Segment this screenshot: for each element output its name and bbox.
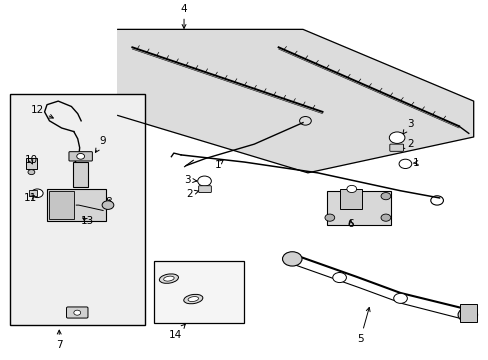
Circle shape xyxy=(388,132,404,143)
Circle shape xyxy=(380,193,390,200)
Ellipse shape xyxy=(159,274,178,283)
Circle shape xyxy=(332,273,346,283)
Bar xyxy=(459,304,476,321)
Text: 5: 5 xyxy=(357,307,369,343)
Bar xyxy=(47,189,105,221)
Text: 10: 10 xyxy=(24,155,38,165)
Circle shape xyxy=(77,153,84,159)
Text: 9: 9 xyxy=(95,136,106,152)
Bar xyxy=(327,191,390,225)
Circle shape xyxy=(74,310,81,315)
Text: 3: 3 xyxy=(402,120,413,134)
Circle shape xyxy=(380,214,390,221)
FancyBboxPatch shape xyxy=(66,307,88,318)
Circle shape xyxy=(28,170,35,175)
Circle shape xyxy=(393,293,407,303)
Circle shape xyxy=(398,159,411,168)
Circle shape xyxy=(102,201,114,210)
Text: 13: 13 xyxy=(81,216,94,226)
Text: 12: 12 xyxy=(31,105,53,118)
Circle shape xyxy=(197,176,211,186)
Text: 1: 1 xyxy=(214,159,224,170)
Text: 2: 2 xyxy=(186,189,199,199)
Text: 2: 2 xyxy=(400,139,413,149)
Text: 4: 4 xyxy=(181,4,187,28)
Circle shape xyxy=(31,189,43,198)
Circle shape xyxy=(325,214,334,221)
Text: 6: 6 xyxy=(347,219,353,229)
Text: 11: 11 xyxy=(24,193,38,203)
Ellipse shape xyxy=(188,297,198,302)
FancyBboxPatch shape xyxy=(198,186,211,193)
Circle shape xyxy=(282,252,302,266)
Bar xyxy=(29,190,37,196)
Bar xyxy=(154,261,244,323)
Bar xyxy=(73,162,88,187)
Text: 8: 8 xyxy=(105,197,112,207)
Circle shape xyxy=(346,185,356,193)
Text: 14: 14 xyxy=(168,324,185,340)
Text: 3: 3 xyxy=(184,175,196,185)
Polygon shape xyxy=(118,30,473,173)
Circle shape xyxy=(457,308,477,322)
Bar xyxy=(26,158,37,169)
FancyBboxPatch shape xyxy=(69,152,92,161)
Bar xyxy=(339,189,361,209)
Text: 7: 7 xyxy=(56,330,62,350)
Ellipse shape xyxy=(163,276,174,281)
Bar xyxy=(10,94,144,325)
FancyBboxPatch shape xyxy=(389,144,403,151)
Bar xyxy=(49,191,74,220)
Text: 1: 1 xyxy=(412,158,419,168)
Ellipse shape xyxy=(183,294,203,304)
